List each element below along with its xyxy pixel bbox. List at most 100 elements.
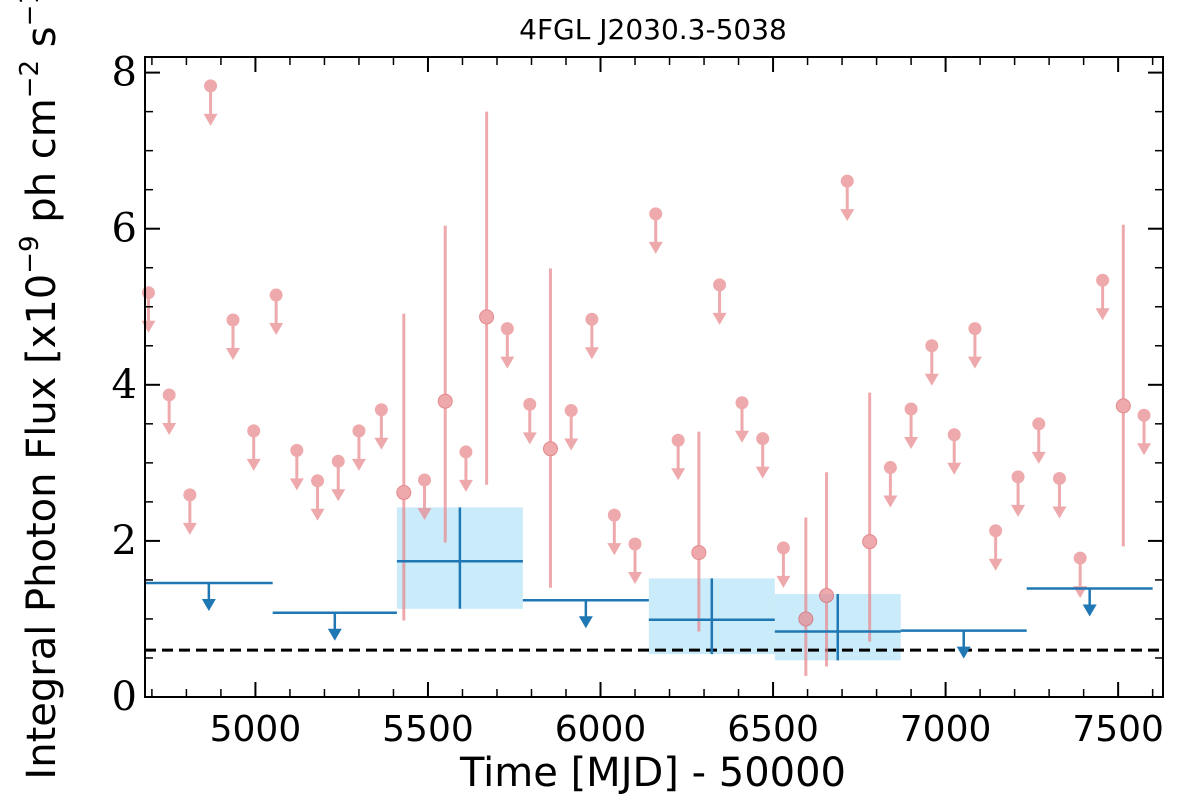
long-bin-detection-0 bbox=[396, 507, 523, 609]
plot-area bbox=[141, 79, 1163, 676]
detection-marker bbox=[479, 309, 495, 325]
upper-limit-marker bbox=[523, 397, 537, 411]
upper-limit-arrow-head bbox=[712, 312, 727, 325]
short-bin-upper-limit-15 bbox=[522, 397, 537, 445]
long-bin-upper-limit-1 bbox=[272, 611, 397, 641]
upper-limit-marker bbox=[141, 286, 155, 300]
upper-limit-arrow-head bbox=[351, 458, 366, 471]
upper-limit-marker bbox=[311, 474, 325, 488]
upper-limit-arrow-head bbox=[141, 320, 156, 333]
y-tick-label: 4 bbox=[112, 362, 137, 408]
detection-marker bbox=[862, 534, 878, 550]
x-tick-label: 5500 bbox=[382, 709, 474, 750]
y-tick-label: 2 bbox=[112, 518, 137, 564]
upper-limit-arrow-head bbox=[564, 438, 579, 451]
upper-limit-marker bbox=[247, 424, 261, 438]
y-axis-label-mid2: s bbox=[19, 26, 65, 60]
short-bin-upper-limit-21 bbox=[671, 433, 686, 481]
detection-marker bbox=[542, 441, 558, 457]
upper-limit-arrow-head bbox=[924, 373, 939, 386]
y-tick-label: 6 bbox=[112, 206, 137, 252]
upper-limit-arrow-head bbox=[671, 468, 686, 481]
upper-limit-arrow-head bbox=[947, 462, 962, 475]
upper-limit-arrow-head bbox=[522, 432, 537, 445]
x-tick-label: 7000 bbox=[900, 709, 992, 750]
short-bin-upper-limit-28 bbox=[904, 402, 919, 449]
upper-limit-arrow-head bbox=[1095, 308, 1110, 321]
short-bin-upper-limit-17 bbox=[584, 312, 599, 360]
short-bin-upper-limit-32 bbox=[988, 524, 1003, 571]
upper-limit-arrow-head bbox=[776, 575, 791, 588]
y-axis-label-mid: ph cm bbox=[19, 98, 65, 235]
short-bin-upper-limit-1 bbox=[162, 388, 177, 435]
upper-limit-arrow-head bbox=[162, 422, 177, 435]
y-axis-label-exp1: −9 bbox=[15, 235, 45, 273]
upper-limit-marker bbox=[204, 79, 218, 93]
short-bin-upper-limit-31 bbox=[967, 322, 982, 369]
short-bin-upper-limit-37 bbox=[1095, 273, 1110, 321]
short-bin-upper-limit-3 bbox=[203, 79, 218, 126]
upper-limit-marker bbox=[756, 432, 770, 446]
upper-limit-marker bbox=[968, 322, 982, 336]
short-bin-upper-limit-14 bbox=[500, 322, 515, 369]
short-bin-detection-2 bbox=[479, 111, 495, 485]
short-bin-upper-limit-30 bbox=[947, 428, 962, 475]
upper-limit-marker bbox=[500, 322, 514, 336]
upper-limit-marker bbox=[564, 404, 578, 418]
upper-limit-arrow-head bbox=[203, 113, 218, 126]
upper-limit-marker bbox=[162, 388, 176, 402]
upper-limit-arrow-head bbox=[628, 572, 643, 585]
upper-limit-marker bbox=[459, 445, 473, 459]
upper-limit-arrow-head bbox=[607, 543, 622, 556]
upper-limit-marker bbox=[269, 288, 283, 302]
upper-limit-arrow-head bbox=[967, 356, 982, 369]
short-bin-upper-limit-20 bbox=[648, 207, 663, 254]
short-bin-upper-limit-8 bbox=[310, 474, 325, 521]
upper-limit-marker bbox=[585, 312, 599, 326]
upper-limit-arrow-head bbox=[500, 356, 515, 369]
upper-limit-marker bbox=[1073, 551, 1087, 565]
upper-limit-arrow-head bbox=[269, 323, 284, 336]
short-bin-upper-limit-25 bbox=[776, 541, 791, 588]
upper-limit-marker bbox=[776, 541, 790, 555]
short-bin-upper-limit-19 bbox=[628, 537, 643, 585]
y-axis-label-exp3: −1 bbox=[15, 0, 45, 26]
short-bin-upper-limit-7 bbox=[289, 443, 304, 491]
detection-marker bbox=[798, 611, 814, 627]
upper-limit-marker bbox=[671, 433, 685, 447]
short-bin-upper-limit-27 bbox=[883, 461, 898, 508]
short-bin-upper-limit-11 bbox=[374, 403, 389, 450]
short-bin-upper-limit-13 bbox=[458, 445, 473, 492]
short-bin-upper-limit-29 bbox=[924, 339, 939, 386]
upper-limit-marker bbox=[713, 278, 727, 292]
upper-limit-arrow-head bbox=[310, 508, 325, 521]
upper-limit-marker bbox=[1096, 273, 1110, 287]
upper-limit-marker bbox=[1011, 470, 1025, 484]
long-bin-upper-limit-0 bbox=[145, 581, 273, 612]
upper-limit-marker bbox=[183, 488, 197, 502]
short-bin-upper-limit-16 bbox=[564, 404, 579, 451]
upper-limit-marker bbox=[226, 313, 240, 327]
upper-limit-arrow-head bbox=[1031, 451, 1046, 464]
short-bin-upper-limit-9 bbox=[331, 454, 346, 502]
upper-limit-marker bbox=[735, 396, 749, 410]
upper-limit-arrow-head bbox=[1011, 504, 1026, 517]
y-axis-label: Integral Photon Flux [x10−9 ph cm−2 s−1] bbox=[15, 0, 65, 780]
detection-marker bbox=[1115, 398, 1131, 414]
long-upper-limit-arrow-head bbox=[956, 646, 971, 659]
upper-limit-marker bbox=[607, 508, 621, 522]
short-bin-upper-limit-26 bbox=[840, 174, 855, 222]
axes: 5000 5500 6000 6500 7000 7500 0 2 4 6 8 bbox=[112, 50, 1164, 750]
short-bin-upper-limit-35 bbox=[1052, 471, 1067, 519]
long-upper-limit-arrow-head bbox=[578, 616, 593, 629]
short-bin-detection-6 bbox=[819, 472, 835, 667]
upper-limit-marker bbox=[989, 524, 1003, 538]
short-bin-upper-limit-33 bbox=[1011, 470, 1026, 517]
long-bin-upper-limit-4 bbox=[1026, 587, 1153, 617]
plot-frame bbox=[144, 56, 1164, 698]
upper-limit-marker bbox=[331, 454, 345, 468]
upper-limit-arrow-head bbox=[883, 495, 898, 508]
long-bin-detection-1 bbox=[648, 578, 775, 655]
detection-marker bbox=[396, 485, 412, 501]
